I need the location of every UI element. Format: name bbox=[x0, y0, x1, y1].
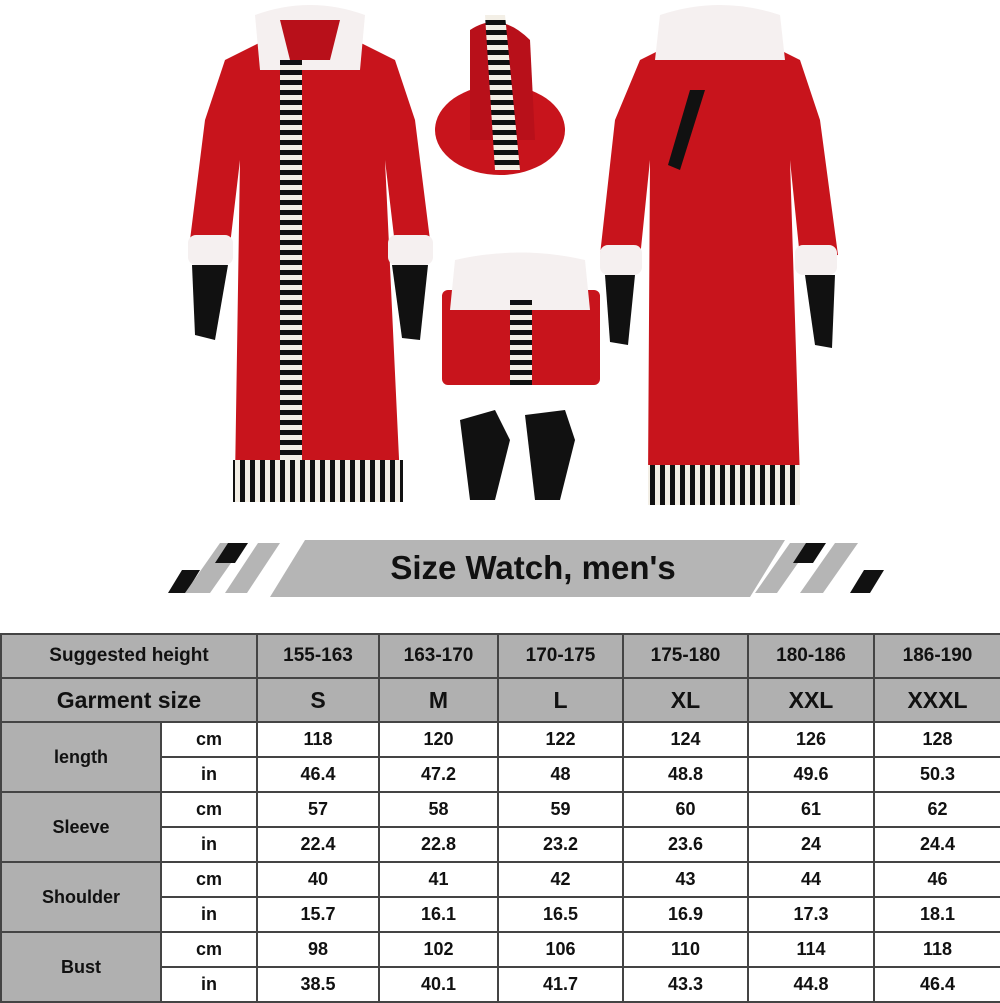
value-cell: 24 bbox=[747, 826, 875, 863]
table-row: Bust cm 98 102 106 110 114 118 bbox=[0, 931, 1000, 1003]
value-cell: 42 bbox=[497, 861, 624, 898]
capelet bbox=[442, 252, 600, 385]
value-cell: 128 bbox=[873, 721, 1000, 758]
value-cell: 98 bbox=[256, 931, 380, 968]
value-cell: 23.2 bbox=[497, 826, 624, 863]
value-cell: 50.3 bbox=[873, 756, 1000, 793]
gloves bbox=[460, 410, 575, 500]
table-row: in 22.4 22.8 23.2 23.6 24 24.4 bbox=[1, 826, 1000, 863]
size-cell: XXXL bbox=[873, 677, 1000, 723]
unit-label: in bbox=[160, 966, 258, 1003]
value-cell: 114 bbox=[747, 931, 875, 968]
value-cell: 120 bbox=[378, 721, 499, 758]
product-photos bbox=[188, 5, 838, 505]
value-cell: 59 bbox=[497, 791, 624, 828]
size-table: Suggested height 155-163 163-170 170-175 17… bbox=[0, 633, 1000, 1003]
value-cell: 16.9 bbox=[622, 896, 749, 933]
value-cell: 16.5 bbox=[497, 896, 624, 933]
table-row: in 15.7 16.1 16.5 16.9 17.3 18.1 bbox=[1, 896, 1000, 933]
value-cell: 47.2 bbox=[378, 756, 499, 793]
value-cell: 22.8 bbox=[378, 826, 499, 863]
value-cell: 44.8 bbox=[747, 966, 875, 1003]
value-cell: 126 bbox=[747, 721, 875, 758]
unit-label: cm bbox=[160, 791, 258, 828]
value-cell: 106 bbox=[497, 931, 624, 968]
value-cell: 17.3 bbox=[747, 896, 875, 933]
height-cell: 163-170 bbox=[378, 633, 499, 679]
value-cell: 110 bbox=[622, 931, 749, 968]
value-cell: 43.3 bbox=[622, 966, 749, 1003]
height-cell: 170-175 bbox=[497, 633, 624, 679]
value-cell: 58 bbox=[378, 791, 499, 828]
measurement-name: Shoulder bbox=[0, 861, 162, 933]
value-cell: 46.4 bbox=[873, 966, 1000, 1003]
height-row: Suggested height 155-163 163-170 170-175 17… bbox=[0, 633, 1000, 679]
table-row: Shoulder cm 40 41 42 43 44 46 bbox=[0, 861, 1000, 933]
value-cell: 38.5 bbox=[256, 966, 380, 1003]
size-cell: L bbox=[497, 677, 624, 723]
value-cell: 102 bbox=[378, 931, 499, 968]
size-cell: XL bbox=[622, 677, 749, 723]
table-row: in 38.5 40.1 41.7 43.3 44.8 46.4 bbox=[1, 966, 1000, 1003]
value-cell: 49.6 bbox=[747, 756, 875, 793]
value-cell: 40 bbox=[256, 861, 380, 898]
unit-label: cm bbox=[160, 861, 258, 898]
height-cell: 180-186 bbox=[747, 633, 875, 679]
hat bbox=[435, 15, 565, 175]
value-cell: 122 bbox=[497, 721, 624, 758]
size-chart-title: Size Watch, men's bbox=[390, 549, 676, 586]
value-cell: 46.4 bbox=[256, 756, 380, 793]
size-row: Garment size S M L XL XXL XXXL bbox=[0, 677, 1000, 723]
value-cell: 24.4 bbox=[873, 826, 1000, 863]
value-cell: 40.1 bbox=[378, 966, 499, 1003]
size-cell: XXL bbox=[747, 677, 875, 723]
title-banner bbox=[168, 540, 884, 597]
value-cell: 48 bbox=[497, 756, 624, 793]
size-label: Garment size bbox=[0, 677, 258, 723]
value-cell: 57 bbox=[256, 791, 380, 828]
value-cell: 23.6 bbox=[622, 826, 749, 863]
measurement-name: Bust bbox=[0, 931, 162, 1003]
value-cell: 60 bbox=[622, 791, 749, 828]
height-cell: 155-163 bbox=[256, 633, 380, 679]
front-coat bbox=[188, 5, 433, 502]
table-row: in 46.4 47.2 48 48.8 49.6 50.3 bbox=[1, 756, 1000, 793]
height-cell: 175-180 bbox=[622, 633, 749, 679]
value-cell: 124 bbox=[622, 721, 749, 758]
value-cell: 48.8 bbox=[622, 756, 749, 793]
unit-label: in bbox=[160, 756, 258, 793]
size-cell: M bbox=[378, 677, 499, 723]
value-cell: 43 bbox=[622, 861, 749, 898]
value-cell: 46 bbox=[873, 861, 1000, 898]
unit-label: in bbox=[160, 896, 258, 933]
unit-label: in bbox=[160, 826, 258, 863]
value-cell: 62 bbox=[873, 791, 1000, 828]
value-cell: 118 bbox=[256, 721, 380, 758]
table-row: Sleeve cm 57 58 59 60 61 62 bbox=[0, 791, 1000, 863]
height-label: Suggested height bbox=[0, 633, 258, 679]
back-coat bbox=[600, 5, 838, 505]
height-cell: 186-190 bbox=[873, 633, 1000, 679]
value-cell: 15.7 bbox=[256, 896, 380, 933]
unit-label: cm bbox=[160, 721, 258, 758]
measurement-name: Sleeve bbox=[0, 791, 162, 863]
value-cell: 44 bbox=[747, 861, 875, 898]
value-cell: 41.7 bbox=[497, 966, 624, 1003]
value-cell: 118 bbox=[873, 931, 1000, 968]
value-cell: 18.1 bbox=[873, 896, 1000, 933]
unit-label: cm bbox=[160, 931, 258, 968]
value-cell: 16.1 bbox=[378, 896, 499, 933]
value-cell: 22.4 bbox=[256, 826, 380, 863]
value-cell: 61 bbox=[747, 791, 875, 828]
value-cell: 41 bbox=[378, 861, 499, 898]
size-cell: S bbox=[256, 677, 380, 723]
measurement-name: length bbox=[0, 721, 162, 793]
table-row: length cm 118 120 122 124 126 128 bbox=[0, 721, 1000, 793]
